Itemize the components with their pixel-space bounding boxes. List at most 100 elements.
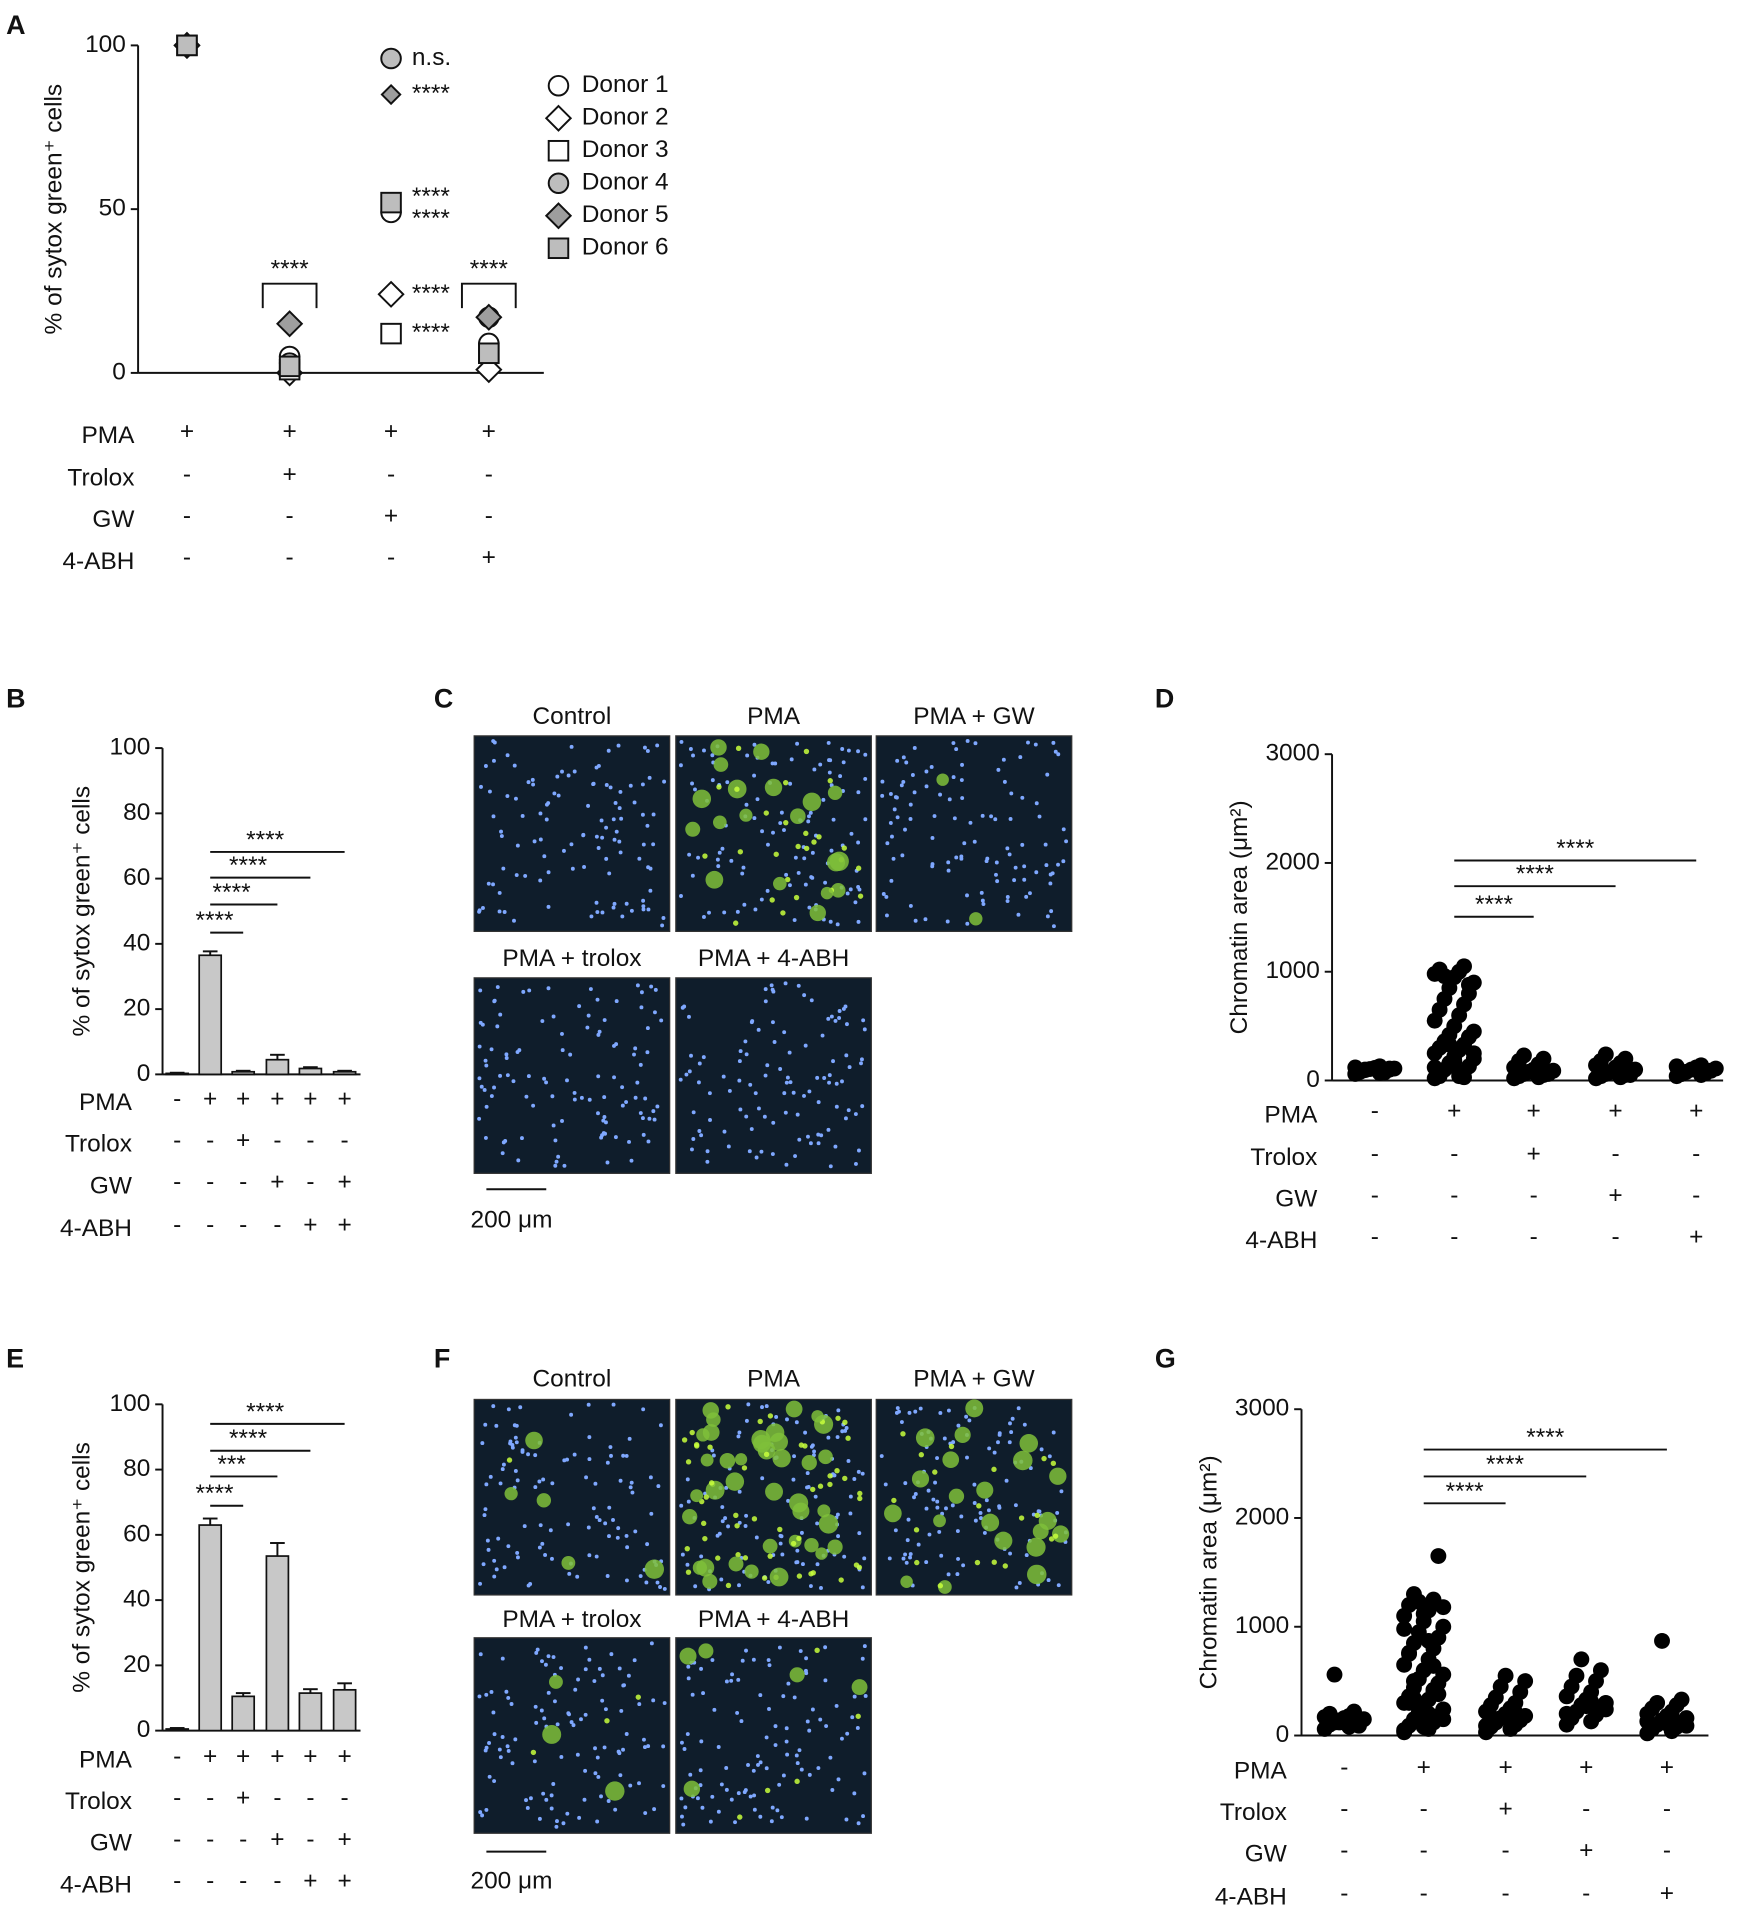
- condition-mark: -: [306, 1127, 314, 1154]
- net: [702, 1535, 708, 1542]
- comparison-label: ***: [217, 1451, 246, 1478]
- nucleus: [662, 1586, 667, 1591]
- micrograph: [675, 1398, 872, 1596]
- condition-mark: +: [337, 1211, 351, 1238]
- nucleus: [954, 747, 959, 752]
- image-title: PMA + trolox: [502, 1606, 641, 1633]
- condition-mark: -: [183, 461, 191, 488]
- nucleus: [771, 830, 775, 835]
- nucleus: [884, 913, 889, 918]
- nucleus: [478, 1581, 483, 1586]
- nucleus: [1024, 1553, 1029, 1558]
- nucleus: [509, 1702, 514, 1706]
- nucleus: [818, 1717, 823, 1722]
- net: [855, 865, 862, 871]
- nucleus: [770, 1020, 775, 1025]
- y-tick-label: 100: [110, 1390, 151, 1417]
- nucleus: [918, 1406, 923, 1411]
- nucleus: [605, 1160, 610, 1165]
- condition-mark: -: [239, 1868, 247, 1895]
- image-title: PMA: [747, 703, 801, 730]
- net: [796, 1573, 803, 1579]
- nucleus: [1056, 862, 1060, 867]
- nucleus: [603, 1707, 608, 1712]
- condition-label: PMA: [79, 1089, 133, 1116]
- net: [827, 1539, 843, 1555]
- nucleus: [816, 1132, 821, 1137]
- nucleus: [1008, 1551, 1013, 1556]
- nucleus: [935, 1456, 940, 1460]
- net: [777, 1526, 783, 1533]
- nucleus: [955, 1529, 960, 1533]
- dot: [1435, 1618, 1452, 1635]
- condition-mark: +: [303, 1211, 317, 1238]
- nucleus: [570, 866, 575, 871]
- dot: [1415, 1605, 1432, 1622]
- nucleus: [606, 748, 611, 753]
- net: [763, 1451, 770, 1458]
- net: [933, 1514, 946, 1528]
- nucleus: [794, 1753, 799, 1758]
- nucleus: [848, 1494, 853, 1499]
- nucleus: [912, 745, 917, 750]
- condition-mark: -: [341, 1785, 349, 1812]
- net: [818, 1449, 833, 1465]
- nucleus: [479, 784, 483, 789]
- nucleus: [883, 1482, 888, 1487]
- nucleus: [751, 1657, 756, 1662]
- nucleus: [489, 1690, 494, 1694]
- legend-label: Donor 3: [582, 136, 669, 163]
- nucleus: [1053, 749, 1058, 754]
- nucleus: [572, 1097, 577, 1102]
- legend-marker: [547, 237, 570, 260]
- nucleus: [758, 1760, 763, 1765]
- net: [818, 1514, 839, 1534]
- nucleus: [769, 983, 774, 988]
- nucleus: [549, 1806, 554, 1811]
- nucleus: [482, 1088, 487, 1092]
- nucleus: [813, 1494, 818, 1499]
- nucleus: [600, 910, 605, 915]
- net: [1018, 1515, 1025, 1521]
- nucleus: [856, 1469, 861, 1474]
- net: [796, 1535, 802, 1542]
- nucleus: [799, 1767, 804, 1772]
- nucleus: [710, 753, 715, 758]
- condition-mark: -: [1692, 1182, 1700, 1209]
- net: [841, 845, 847, 851]
- nucleus: [980, 898, 985, 903]
- nucleus: [806, 1134, 810, 1139]
- net: [698, 1643, 714, 1659]
- condition-mark: -: [206, 1826, 214, 1853]
- y-axis-label: % of sytox green⁺ cells: [69, 786, 96, 1037]
- nucleus: [541, 1477, 546, 1482]
- net: [976, 1481, 994, 1499]
- nucleus: [797, 1748, 802, 1753]
- net: [767, 1413, 774, 1419]
- nucleus: [944, 1506, 948, 1511]
- condition-label: PMA: [79, 1747, 133, 1774]
- y-tick-label: 0: [112, 358, 126, 385]
- nucleus: [553, 1138, 558, 1143]
- nucleus: [520, 1448, 525, 1453]
- condition-mark: +: [337, 1868, 351, 1895]
- nucleus: [604, 825, 609, 830]
- nucleus: [628, 783, 633, 788]
- condition-mark: -: [273, 1127, 281, 1154]
- nucleus: [783, 981, 788, 986]
- dot: [1597, 1701, 1614, 1718]
- nucleus: [737, 1430, 742, 1435]
- panel-letter: C: [434, 684, 453, 714]
- nucleus: [492, 1779, 497, 1783]
- nucleus: [604, 1120, 608, 1125]
- nucleus: [607, 1505, 612, 1510]
- panel-letter: B: [6, 684, 25, 714]
- nucleus: [826, 1127, 831, 1132]
- nucleus: [856, 840, 861, 845]
- nucleus: [859, 1061, 863, 1066]
- nucleus: [705, 1159, 710, 1164]
- condition-mark: +: [282, 461, 296, 488]
- net: [707, 1444, 713, 1450]
- micrograph: [875, 1398, 1073, 1596]
- nucleus: [923, 917, 928, 922]
